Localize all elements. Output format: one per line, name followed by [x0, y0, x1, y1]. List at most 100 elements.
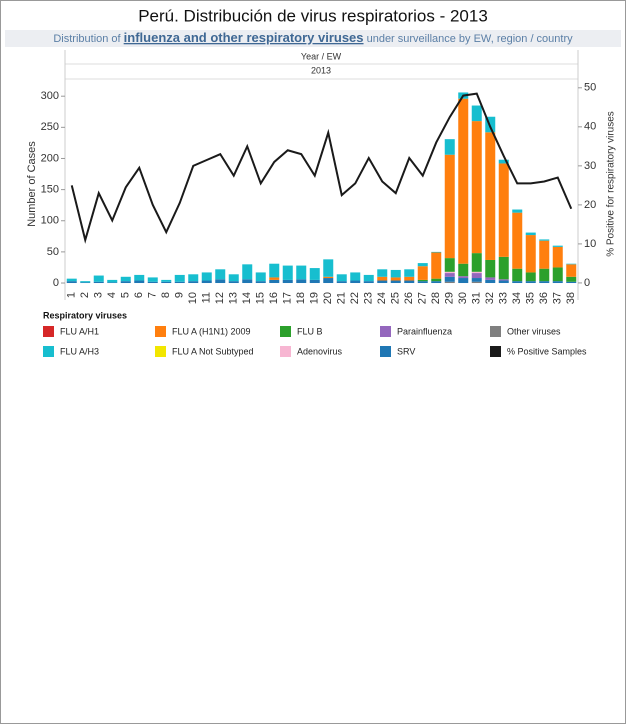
bar-segment: [485, 277, 496, 280]
bar-segment: [512, 281, 523, 284]
legend-swatch: [43, 346, 54, 357]
bar-segment: [323, 278, 334, 284]
y-tick-label: 100: [41, 215, 59, 227]
bar-segment: [485, 259, 496, 278]
legend-swatch: [380, 326, 391, 337]
y-tick-label: 150: [41, 184, 59, 196]
bar-segment: [215, 269, 226, 280]
x-tick-label: 6: [133, 292, 145, 298]
bar-segment: [134, 274, 145, 281]
x-tick-label: 11: [201, 292, 213, 303]
bar-segment: [161, 281, 172, 284]
bar-segment: [120, 281, 131, 284]
bar-segment: [107, 279, 118, 283]
subtitle-link[interactable]: influenza and other respiratory viruses: [124, 30, 364, 45]
bar-segment: [566, 264, 577, 277]
bar-segment: [458, 278, 469, 284]
bar-segment: [80, 281, 91, 283]
bar-segment: [147, 281, 158, 284]
x-tick-label: 33: [498, 292, 510, 304]
bar-segment: [552, 246, 563, 268]
bar-segment: [471, 105, 482, 122]
bar-segment: [269, 277, 280, 280]
bar-segment: [201, 272, 212, 281]
legend-label: FLU A/H1: [60, 326, 99, 336]
bar-segment: [552, 245, 563, 247]
bar-segment: [431, 278, 442, 282]
bar-segment: [377, 276, 388, 281]
legend-label: FLU B: [297, 326, 323, 336]
bar-segment: [66, 281, 77, 284]
bar-segment: [512, 209, 523, 213]
x-tick-label: 16: [268, 292, 280, 304]
bar-segment: [525, 232, 536, 236]
x-tick-label: 13: [228, 292, 240, 304]
x-tick-label: 24: [376, 292, 388, 304]
bar-segment: [444, 271, 455, 274]
y-tick-label: 200: [41, 152, 59, 164]
x-tick-label: 7: [147, 292, 159, 298]
x-tick-label: 1: [66, 292, 78, 298]
bar-segment: [282, 279, 293, 284]
chart-title: Perú. Distribución de virus respiratorio…: [138, 6, 488, 25]
bar-segment: [525, 281, 536, 284]
x-tick-label: 10: [187, 292, 199, 304]
bar-segment: [417, 279, 428, 282]
bar-segment: [269, 279, 280, 284]
x-tick-label: 2: [79, 292, 91, 298]
bar-segment: [66, 278, 77, 282]
y-tick-label: 250: [41, 121, 59, 133]
bar-segment: [444, 154, 455, 259]
bar-segment: [282, 265, 293, 280]
bar-segment: [404, 276, 415, 281]
x-tick-label: 28: [430, 292, 442, 304]
bar-segment: [336, 274, 347, 282]
bar-segment: [255, 272, 266, 282]
bar-segment: [431, 251, 442, 253]
x-tick-label: 17: [282, 292, 294, 304]
y2-tick-label: 10: [584, 238, 596, 250]
bar-segment: [539, 239, 550, 241]
bar-segment: [350, 272, 361, 281]
bar-segment: [215, 279, 226, 284]
legend-swatch: [43, 326, 54, 337]
x-tick-label: 38: [565, 292, 577, 304]
bar-segment: [431, 281, 442, 284]
bar-segment: [525, 272, 536, 282]
x-tick-label: 34: [511, 292, 523, 304]
subtitle-text: under surveillance by EW, region / count…: [364, 33, 574, 45]
legend-label: SRV: [397, 346, 415, 356]
bar-segment: [201, 280, 212, 284]
subtitle-band: [5, 30, 621, 47]
x-tick-label: 21: [336, 292, 348, 304]
x-tick-label: 23: [363, 292, 375, 304]
bar-segment: [525, 235, 536, 273]
bar-segment: [309, 279, 320, 284]
bar-segment: [512, 212, 523, 269]
bar-segment: [120, 276, 131, 282]
x-tick-label: 19: [309, 292, 321, 304]
x-tick-label: 30: [457, 292, 469, 304]
bar-segment: [80, 282, 91, 284]
bar-segment: [444, 281, 455, 284]
bar-segment: [458, 98, 469, 264]
legend-swatch: [155, 326, 166, 337]
bar-segment: [107, 282, 118, 284]
y-tick-label: 50: [47, 246, 59, 258]
bar-segment: [93, 281, 104, 284]
y-axis-title: Number of Cases: [26, 141, 38, 227]
bar-segment: [390, 269, 401, 278]
bar-segment: [471, 253, 482, 272]
bar-segment: [471, 278, 482, 282]
x-tick-label: 14: [241, 292, 253, 304]
x-tick-label: 3: [93, 292, 105, 298]
bar-segment: [471, 271, 482, 274]
legend-swatch: [155, 346, 166, 357]
x-tick-label: 18: [295, 292, 307, 304]
bar-segment: [471, 281, 482, 284]
bar-segment: [296, 265, 307, 280]
bar-segment: [498, 279, 509, 281]
bar-segment: [404, 280, 415, 284]
